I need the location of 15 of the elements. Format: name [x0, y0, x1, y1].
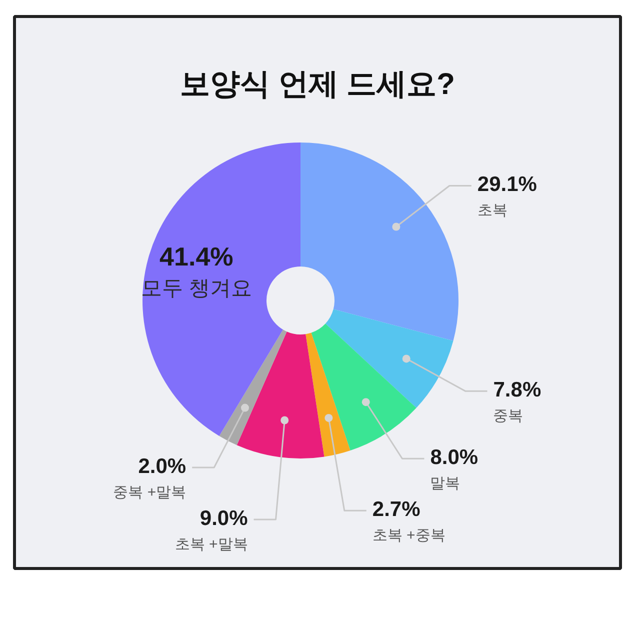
slice-label: 중복 [493, 408, 524, 425]
slice-label: 중복 +말복 [113, 484, 186, 501]
chart-title: 보양식 언제 드세요? [180, 68, 455, 101]
data-label: 41.4% [160, 242, 234, 272]
data-label: 8.0% [430, 446, 478, 470]
data-label: 9.0% [200, 506, 248, 530]
data-label: 29.1% [477, 173, 538, 196]
slice-label: 말복 [430, 475, 460, 492]
data-label: 7.8% [493, 378, 542, 402]
slice-label: 초복 [477, 202, 508, 220]
slice-label: 초복 +말복 [174, 536, 248, 553]
slice-label: 모두 챙겨요 [141, 277, 252, 300]
data-label: 2.7% [372, 498, 421, 522]
data-label: 2.0% [138, 454, 186, 478]
slice-label: 초복 +중복 [372, 527, 446, 544]
